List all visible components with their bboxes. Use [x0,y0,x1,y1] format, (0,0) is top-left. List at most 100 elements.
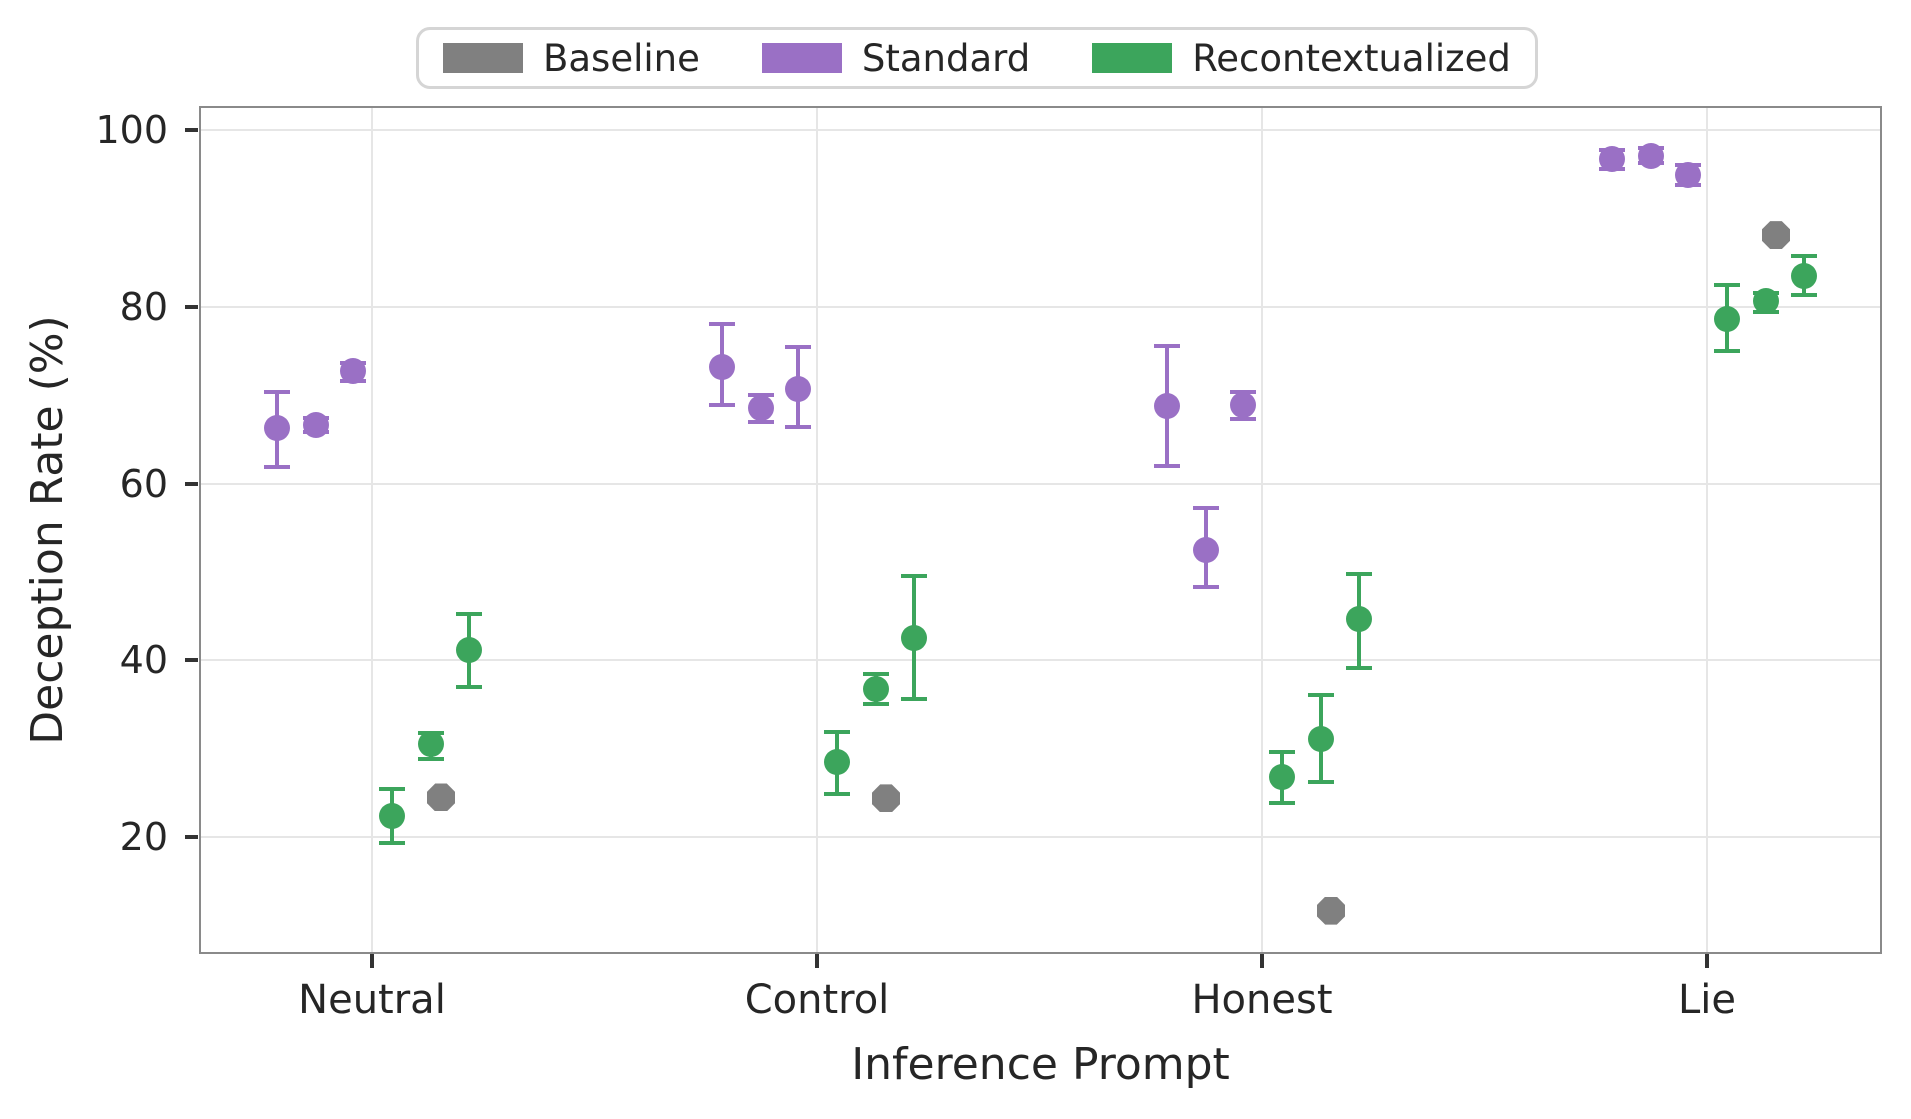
standard-marker [748,395,774,422]
recontextualized-marker [456,636,482,663]
recontextualized-error-cap-bottom [379,841,405,846]
standard-marker [709,353,735,380]
y-tick-label: 40 [119,638,168,683]
recontextualized-marker [418,731,444,758]
recontextualized-marker [1308,726,1334,753]
x-tick-mark [1705,954,1709,968]
recontextualized-error-cap-top [863,671,889,676]
y-tick-mark [185,481,198,486]
y-gridline [199,659,1882,662]
standard-error-cap-bottom [748,419,774,424]
plot-spines [199,106,1882,954]
y-tick-label: 100 [95,107,168,152]
x-tick-label: Control [744,977,890,1023]
recontextualized-error-cap-bottom [1269,800,1295,805]
x-tick-mark [815,954,819,968]
recontextualized-error-cap-top [1308,692,1334,697]
x-tick-label: Honest [1191,977,1333,1023]
legend-label: Recontextualized [1192,36,1511,80]
x-gridline [1261,106,1263,954]
recontextualized-marker [1714,306,1740,333]
recontextualized-error-cap-bottom [863,701,889,706]
legend-label: Standard [861,36,1031,80]
y-tick-mark [185,658,198,663]
x-tick-label: Lie [1677,977,1736,1023]
x-tick-mark [370,954,374,968]
recontextualized-error-cap-top [901,574,927,579]
standard-marker [1675,161,1701,188]
chart-legend: Baseline Standard Recontextualized [416,27,1538,89]
recontextualized-error-cap-bottom [824,791,850,796]
x-tick-mark [1260,954,1264,968]
baseline-marker [1762,221,1790,250]
standard-error-cap-top [785,345,811,350]
legend-item-standard: Standard [761,36,1031,80]
recontextualized-marker [1346,605,1372,632]
x-gridline [371,106,373,954]
recontextualized-error-cap-bottom [456,684,482,689]
recontextualized-marker [863,675,889,702]
recontextualized-error-cap-bottom [901,697,927,702]
standard-marker [1230,391,1256,418]
recontextualized-error-cap-bottom [1346,665,1372,670]
recontextualized-marker [1269,764,1295,791]
recontextualized-marker [1791,262,1817,289]
y-axis-label: Deception Rate (%) [22,315,73,745]
baseline-marker [427,783,455,812]
standard-marker [264,414,290,441]
recontextualized-error-cap-bottom [1308,779,1334,784]
standard-marker [1599,146,1625,173]
baseline-marker [1317,896,1345,925]
standard-error-cap-bottom [709,402,735,407]
recontextualized-error-cap-top [1269,750,1295,755]
x-tick-label: Neutral [298,977,446,1023]
standard-error-cap-bottom [1193,585,1219,590]
x-gridline [816,106,818,954]
standard-error-cap-bottom [785,424,811,429]
recontextualized-error-cap-top [1346,571,1372,576]
recontextualized-marker [901,625,927,652]
x-axis-label: Inference Prompt [851,1039,1230,1090]
recontextualized-marker [824,749,850,776]
y-tick-mark [185,127,198,132]
standard-marker [1638,142,1664,169]
y-tick-mark [185,304,198,309]
standard-error-cap-top [1154,343,1180,348]
legend-item-baseline: Baseline [443,40,700,77]
x-gridline [1706,106,1708,954]
recontextualized-error-cap-top [1791,254,1817,259]
standard-marker [1193,536,1219,563]
standard-marker [303,412,329,439]
standard-error-cap-bottom [1154,463,1180,468]
legend-patch-baseline [443,43,523,73]
recontextualized-error-cap-top [824,730,850,735]
y-tick-label: 20 [119,815,168,860]
legend-patch-recontextualized [1092,43,1173,73]
standard-error-cap-bottom [1230,417,1256,422]
recontextualized-error-cap-bottom [418,756,444,761]
recontextualized-marker [379,803,405,830]
y-gridline [199,836,1882,839]
legend-patch-standard [761,43,842,73]
recontextualized-marker [1753,288,1779,315]
y-tick-label: 80 [119,284,168,329]
standard-error-cap-top [748,393,774,398]
recontextualized-error-cap-top [379,786,405,791]
recontextualized-error-cap-bottom [1714,348,1740,353]
recontextualized-error-cap-bottom [1791,293,1817,298]
y-gridline [199,305,1882,308]
standard-marker [785,375,811,402]
baseline-marker [872,784,900,813]
y-gridline [199,128,1882,131]
standard-marker [1154,392,1180,419]
standard-marker [340,358,366,385]
legend-label: Baseline [543,36,700,80]
standard-error-cap-bottom [264,464,290,469]
standard-error-cap-top [264,390,290,395]
y-gridline [199,482,1882,485]
standard-error-cap-top [1193,506,1219,511]
recontextualized-error-cap-top [1714,282,1740,287]
y-tick-mark [185,835,198,840]
y-tick-label: 60 [119,461,168,506]
